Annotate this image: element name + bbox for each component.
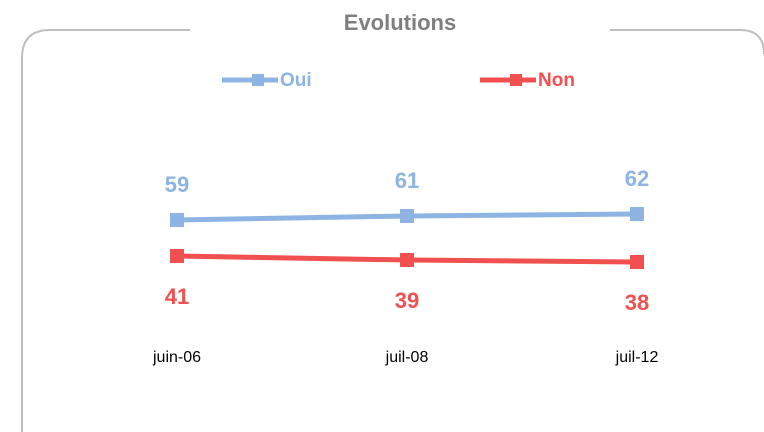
point-marker	[630, 255, 644, 269]
x-tick-label: juil-08	[385, 349, 429, 366]
point-marker	[630, 207, 644, 221]
data-label: 39	[395, 288, 419, 313]
legend-label: Non	[538, 70, 575, 91]
point-marker	[170, 213, 184, 227]
x-tick-label: juil-12	[615, 349, 659, 366]
data-label: 59	[165, 172, 189, 197]
point-marker	[400, 253, 414, 267]
data-label: 38	[625, 290, 649, 315]
data-label: 41	[165, 284, 189, 309]
point-marker	[170, 249, 184, 263]
legend-marker	[510, 74, 522, 86]
chart-title: Evolutions	[344, 10, 456, 35]
legend-marker	[252, 74, 264, 86]
data-label: 61	[395, 168, 419, 193]
data-label: 62	[625, 166, 649, 191]
legend-label: Oui	[280, 70, 312, 91]
frame	[21, 29, 764, 432]
point-marker	[400, 209, 414, 223]
x-tick-label: juin-06	[152, 349, 201, 366]
